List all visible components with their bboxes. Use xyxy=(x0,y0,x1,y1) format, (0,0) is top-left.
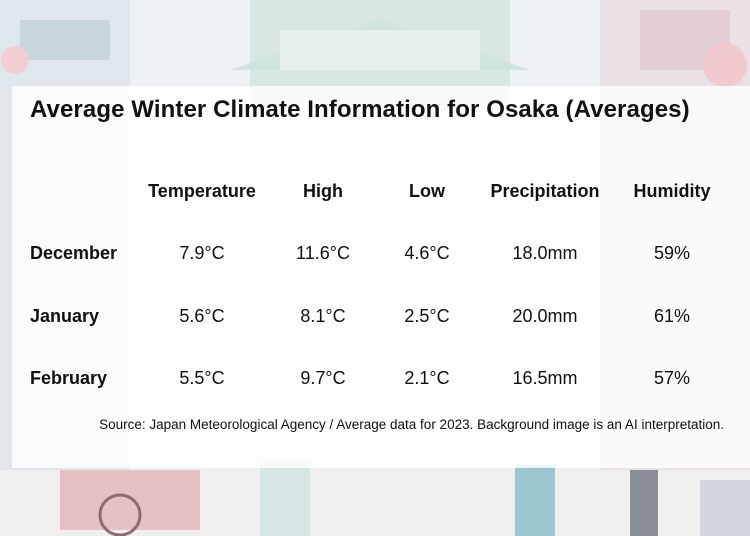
table-cell: 16.5mm xyxy=(512,368,578,388)
column-header-humidity: Humidity xyxy=(633,181,711,201)
table-cell: 11.6°C xyxy=(296,243,350,263)
table-cell: 5.5°C xyxy=(179,368,225,388)
source-note: Source: Japan Meteorological Agency / Av… xyxy=(99,417,724,432)
table-cell: 7.9°C xyxy=(179,243,225,263)
table-cell: 2.1°C xyxy=(404,368,450,388)
table-cell: 18.0mm xyxy=(512,243,578,263)
row-label-january: January xyxy=(30,306,100,326)
table-cell: 59% xyxy=(653,243,691,263)
table-cell: 5.6°C xyxy=(179,306,225,326)
row-label-february: February xyxy=(30,368,108,388)
column-header-low: Low xyxy=(409,181,445,201)
page-title: Average Winter Climate Information for O… xyxy=(30,96,690,123)
column-header-temperature: Temperature xyxy=(148,181,256,201)
table-cell: 57% xyxy=(653,368,691,388)
table-cell: 20.0mm xyxy=(512,306,578,326)
column-header-high: High xyxy=(303,181,343,201)
column-header-precipitation: Precipitation xyxy=(490,181,600,201)
row-label-december: December xyxy=(30,243,118,263)
table-cell: 61% xyxy=(653,306,691,326)
table-cell: 9.7°C xyxy=(300,368,346,388)
table-cell: 4.6°C xyxy=(404,243,450,263)
table-cell: 2.5°C xyxy=(404,306,450,326)
table-cell: 8.1°C xyxy=(300,306,346,326)
content-panel xyxy=(12,86,750,468)
